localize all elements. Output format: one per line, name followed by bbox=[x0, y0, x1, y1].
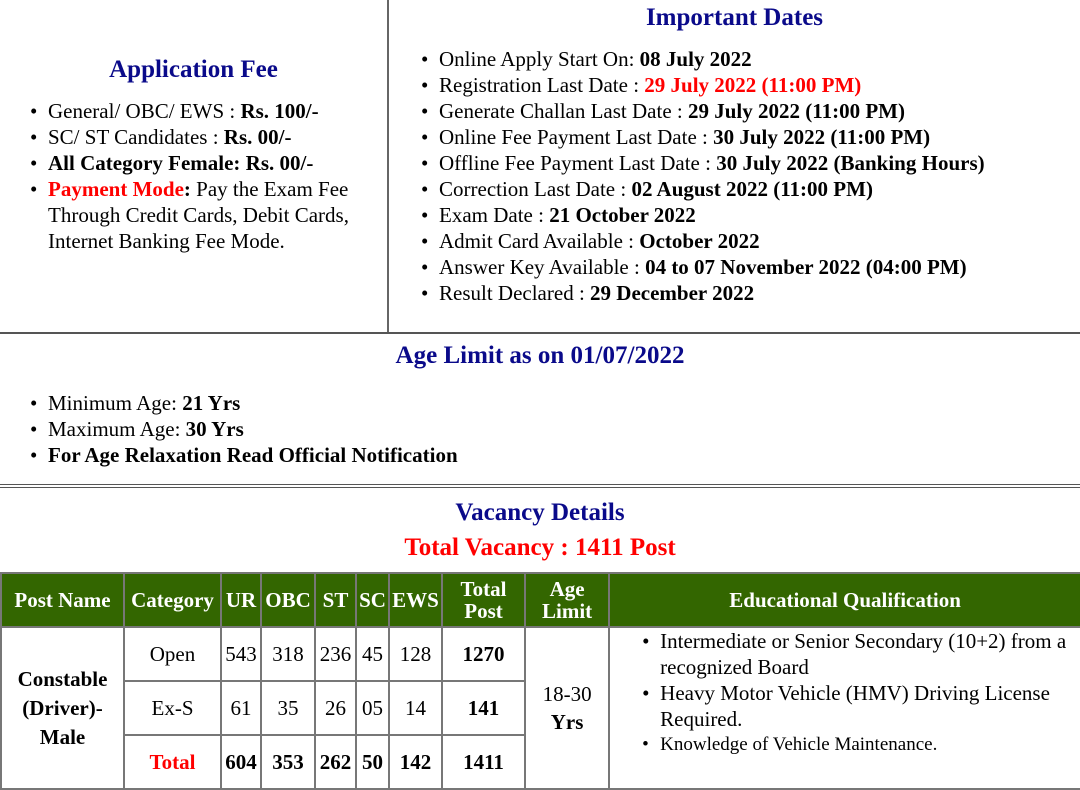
list-item: Exam Date : 21 October 2022 bbox=[419, 202, 1080, 228]
list-item: Correction Last Date : 02 August 2022 (1… bbox=[419, 176, 1080, 202]
column-header: UR bbox=[220, 572, 262, 628]
list-item: Maximum Age: 30 Yrs bbox=[28, 416, 1080, 442]
date-value: 04 to 07 November 2022 (04:00 PM) bbox=[645, 255, 967, 279]
list-item: Online Fee Payment Last Date : 30 July 2… bbox=[419, 124, 1080, 150]
list-item: Knowledge of Vehicle Maintenance. bbox=[640, 732, 1080, 758]
column-header: Educational Qualification bbox=[608, 572, 1080, 628]
age-range: 18-30 bbox=[542, 682, 592, 706]
column-header: Total Post bbox=[441, 572, 526, 628]
date-label: Exam Date : bbox=[439, 203, 550, 227]
qualification-list: Intermediate or Senior Secondary (10+2) … bbox=[640, 628, 1080, 758]
count-cell: 142 bbox=[388, 734, 443, 790]
date-value: 21 October 2022 bbox=[549, 203, 696, 227]
column-header: EWS bbox=[388, 572, 443, 628]
date-label: Admit Card Available : bbox=[439, 229, 640, 253]
count-cell: 236 bbox=[314, 626, 357, 682]
date-value: 29 July 2022 (11:00 PM) bbox=[687, 99, 905, 123]
top-section: Application Fee General/ OBC/ EWS : Rs. … bbox=[0, 0, 1080, 334]
column-header: ST bbox=[314, 572, 357, 628]
count-cell: 543 bbox=[220, 626, 262, 682]
age-unit: Yrs bbox=[550, 710, 584, 734]
age-limit-cell: 18-30 Yrs bbox=[523, 626, 611, 790]
count-cell: 141 bbox=[441, 680, 526, 736]
important-dates-panel: Important Dates Online Apply Start On: 0… bbox=[389, 0, 1080, 332]
list-item: Minimum Age: 21 Yrs bbox=[28, 390, 1080, 416]
column-header: SC bbox=[355, 572, 390, 628]
application-fee-panel: Application Fee General/ OBC/ EWS : Rs. … bbox=[0, 0, 389, 332]
list-item: Registration Last Date : 29 July 2022 (1… bbox=[419, 72, 1080, 98]
dates-list: Online Apply Start On: 08 July 2022Regis… bbox=[419, 46, 1080, 306]
table-row: Constable (Driver)-Male Open 543 318 236 45 1… bbox=[0, 626, 1080, 790]
date-label: Result Declared : bbox=[439, 281, 591, 305]
date-value: 29 July 2022 (11:00 PM) bbox=[644, 73, 862, 97]
list-item: Result Declared : 29 December 2022 bbox=[419, 280, 1080, 306]
post-name-cell: Constable (Driver)-Male bbox=[0, 626, 125, 790]
count-cell: 1270 bbox=[441, 626, 526, 682]
count-cell: 61 bbox=[220, 680, 262, 736]
date-label: Generate Challan Last Date : bbox=[439, 99, 688, 123]
qualification-cell: Intermediate or Senior Secondary (10+2) … bbox=[608, 626, 1080, 790]
column-header: Post Name bbox=[0, 572, 125, 628]
table-header-row: Post Name Category UR OBC ST SC EWS Total Post A… bbox=[0, 572, 1080, 628]
list-item: Payment Mode: Pay the Exam Fee Through C… bbox=[28, 176, 387, 254]
column-header: Category bbox=[123, 572, 222, 628]
column-header: Age Limit bbox=[523, 572, 611, 628]
application-fee-title: Application Fee bbox=[109, 56, 278, 83]
age-limit-title: Age Limit as on 01/07/2022 bbox=[395, 342, 685, 369]
list-item: Generate Challan Last Date : 29 July 202… bbox=[419, 98, 1080, 124]
date-value: 30 July 2022 (11:00 PM) bbox=[713, 125, 931, 149]
date-label: Answer Key Available : bbox=[439, 255, 646, 279]
vacancy-section: Vacancy Details Total Vacancy : 1411 Pos… bbox=[0, 492, 1080, 790]
list-item: Offline Fee Payment Last Date : 30 July … bbox=[419, 150, 1080, 176]
date-label: Correction Last Date : bbox=[439, 177, 632, 201]
fee-list: General/ OBC/ EWS : Rs. 100/- SC/ ST Can… bbox=[28, 98, 387, 254]
date-label: Online Apply Start On: bbox=[439, 47, 640, 71]
count-cell: 05 bbox=[355, 680, 390, 736]
date-value: 30 July 2022 (Banking Hours) bbox=[716, 151, 985, 175]
category-cell: Open bbox=[123, 626, 222, 682]
list-item: General/ OBC/ EWS : Rs. 100/- bbox=[28, 98, 387, 124]
list-item: For Age Relaxation Read Official Notific… bbox=[28, 442, 1080, 468]
date-value: 08 July 2022 bbox=[639, 47, 752, 71]
count-cell: 262 bbox=[314, 734, 357, 790]
count-cell: 128 bbox=[388, 626, 443, 682]
count-cell: 26 bbox=[314, 680, 357, 736]
list-item: Heavy Motor Vehicle (HMV) Driving Licens… bbox=[640, 680, 1080, 732]
list-item: Admit Card Available : October 2022 bbox=[419, 228, 1080, 254]
vacancy-table: Post Name Category UR OBC ST SC EWS Total Post A… bbox=[0, 572, 1080, 790]
count-cell: 45 bbox=[355, 626, 390, 682]
date-value: October 2022 bbox=[639, 229, 760, 253]
age-limit-section: Age Limit as on 01/07/2022 Minimum Age: … bbox=[0, 334, 1080, 488]
category-cell: Ex-S bbox=[123, 680, 222, 736]
count-cell: 35 bbox=[260, 680, 316, 736]
list-item: SC/ ST Candidates : Rs. 00/- bbox=[28, 124, 387, 150]
date-label: Online Fee Payment Last Date : bbox=[439, 125, 714, 149]
count-cell: 14 bbox=[388, 680, 443, 736]
count-cell: 353 bbox=[260, 734, 316, 790]
total-vacancy: Total Vacancy : 1411 Post bbox=[404, 534, 676, 561]
column-header: OBC bbox=[260, 572, 316, 628]
list-item: Online Apply Start On: 08 July 2022 bbox=[419, 46, 1080, 72]
count-cell: 50 bbox=[355, 734, 390, 790]
count-cell: 318 bbox=[260, 626, 316, 682]
count-cell: 1411 bbox=[441, 734, 526, 790]
important-dates-title: Important Dates bbox=[645, 4, 824, 31]
table-row: Ex-S 61 35 26 05 14 141 bbox=[1, 680, 1080, 736]
list-item: Answer Key Available : 04 to 07 November… bbox=[419, 254, 1080, 280]
date-value: 02 August 2022 (11:00 PM) bbox=[631, 177, 873, 201]
vacancy-title: Vacancy Details bbox=[455, 499, 625, 526]
date-label: Registration Last Date : bbox=[439, 73, 645, 97]
category-cell: Total bbox=[123, 734, 222, 790]
list-item: All Category Female: Rs. 00/- bbox=[28, 150, 387, 176]
age-list: Minimum Age: 21 Yrs Maximum Age: 30 Yrs … bbox=[28, 390, 1080, 468]
date-label: Offline Fee Payment Last Date : bbox=[439, 151, 717, 175]
count-cell: 604 bbox=[220, 734, 262, 790]
date-value: 29 December 2022 bbox=[590, 281, 755, 305]
list-item: Intermediate or Senior Secondary (10+2) … bbox=[640, 628, 1080, 680]
